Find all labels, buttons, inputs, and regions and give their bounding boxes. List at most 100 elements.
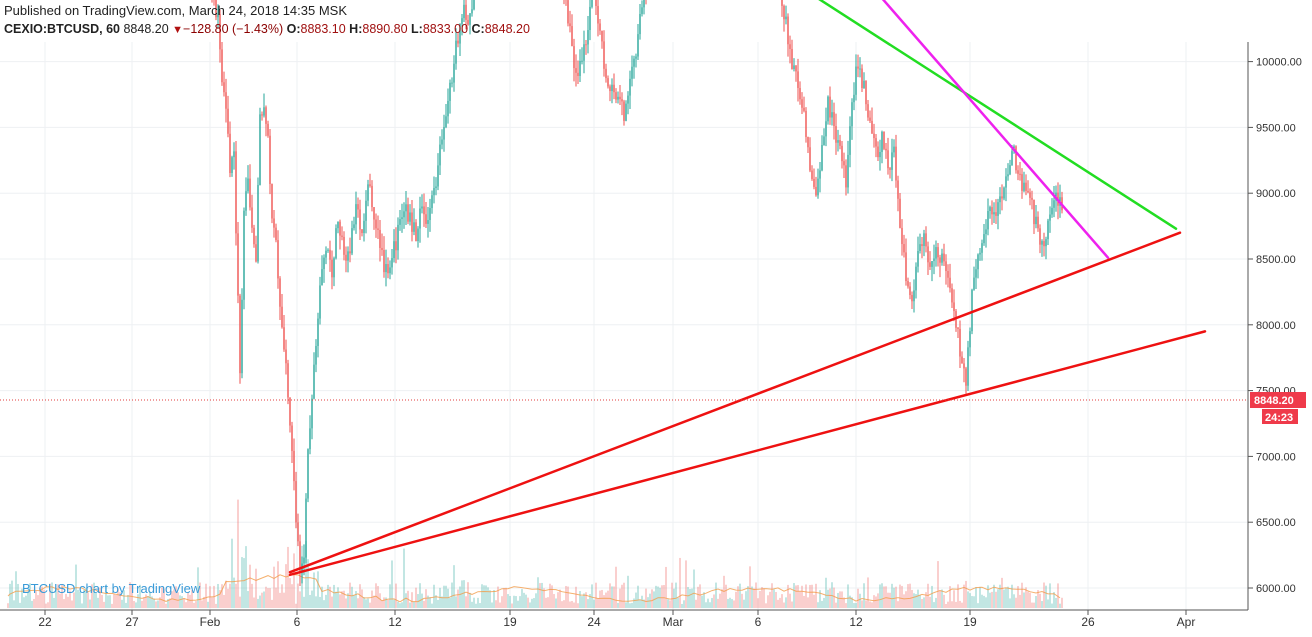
candle-body xyxy=(861,68,863,89)
volume-bar xyxy=(541,582,543,608)
volume-bar xyxy=(55,588,57,608)
candle-body xyxy=(259,114,261,185)
candle-body xyxy=(993,212,995,215)
volume-bar xyxy=(859,593,861,608)
volume-bar xyxy=(995,591,997,608)
candle-body xyxy=(303,557,305,564)
candlesticks xyxy=(211,0,1063,586)
trend-line-red[interactable] xyxy=(288,231,1182,574)
candle-body xyxy=(851,102,853,127)
volume-bar xyxy=(617,602,619,608)
volume-bar xyxy=(775,591,777,608)
volume-bar xyxy=(181,596,183,608)
candle-body xyxy=(985,229,987,235)
volume-bar xyxy=(369,602,371,608)
candle-body xyxy=(949,277,951,289)
volume-bar xyxy=(621,584,623,608)
candle-body xyxy=(1007,174,1009,177)
volume-bar xyxy=(205,583,207,608)
candle-body xyxy=(963,363,965,369)
candle-body xyxy=(933,258,935,262)
candle-body xyxy=(265,107,267,124)
volume-bar xyxy=(269,588,271,608)
candle-body xyxy=(921,244,923,247)
volume-bar xyxy=(719,593,721,608)
volume-bar xyxy=(57,584,59,608)
watermark[interactable]: BTCUSD chart by TradingView xyxy=(22,581,201,596)
volume-bar xyxy=(281,584,283,608)
volume-bar xyxy=(51,582,53,608)
candle-body xyxy=(227,108,229,134)
candle-body xyxy=(353,224,355,229)
volume-bar xyxy=(797,585,799,608)
volume-bar xyxy=(73,592,75,608)
candle-body xyxy=(945,261,947,272)
volume-bar xyxy=(991,591,993,608)
trend-line-red[interactable] xyxy=(288,330,1207,577)
trend-line-green[interactable] xyxy=(0,0,1178,230)
volume-bar xyxy=(523,592,525,608)
volume-bar xyxy=(71,600,73,608)
volume-bar xyxy=(149,591,151,608)
candle-body xyxy=(241,299,243,374)
volume-bar xyxy=(943,594,945,608)
candle-body xyxy=(359,209,361,230)
volume-bar xyxy=(891,583,893,608)
volume-bar xyxy=(599,590,601,608)
volume-bar xyxy=(533,598,535,608)
volume-bar xyxy=(325,594,327,608)
volume-bar xyxy=(89,599,91,608)
volume-bar xyxy=(203,596,205,608)
candle-body xyxy=(349,251,351,254)
candle-body xyxy=(833,112,835,127)
volume-bar xyxy=(861,600,863,608)
volume-bar xyxy=(93,582,95,608)
volume-bar xyxy=(1051,603,1053,608)
volume-bar xyxy=(733,600,735,608)
volume-bar xyxy=(451,582,453,608)
volume-bar xyxy=(319,596,321,608)
candle-body xyxy=(383,249,385,273)
volume-bar xyxy=(17,583,19,608)
candle-body xyxy=(871,120,873,134)
volume-bar xyxy=(811,584,813,608)
candle-body xyxy=(305,498,307,558)
volume-bar xyxy=(139,584,141,608)
candle-body xyxy=(291,425,293,451)
volume-bar xyxy=(805,584,807,608)
candle-body xyxy=(913,290,915,302)
volume-bar xyxy=(761,587,763,608)
candle-body xyxy=(613,84,615,93)
volume-bar xyxy=(109,595,111,608)
volume-bar xyxy=(677,597,679,608)
candle-body xyxy=(1045,239,1047,247)
volume-bar xyxy=(575,586,577,608)
volume-bar xyxy=(747,586,749,608)
symbol[interactable]: CEXIO:BTCUSD, 60 xyxy=(4,22,120,36)
low-label: L: xyxy=(411,22,423,36)
candle-body xyxy=(1053,200,1055,208)
x-tick-label: 19 xyxy=(503,615,517,629)
trend-line-magenta[interactable] xyxy=(740,0,1110,259)
volume-bar xyxy=(869,601,871,608)
volume-bar xyxy=(773,589,775,608)
volume-bar xyxy=(417,594,419,608)
candle-body xyxy=(927,246,929,263)
candle-body xyxy=(829,96,831,118)
volume-bar xyxy=(833,587,835,608)
candle-body xyxy=(909,286,911,296)
volume-bar xyxy=(79,591,81,608)
volume-bar xyxy=(841,591,843,608)
volume-bar xyxy=(935,597,937,608)
volume-bar xyxy=(779,597,781,608)
volume-bar xyxy=(669,600,671,608)
volume-bar xyxy=(385,597,387,608)
volume-bar xyxy=(933,602,935,608)
volume-bar xyxy=(887,592,889,608)
volume-bar xyxy=(105,585,107,608)
candle-body xyxy=(335,228,337,259)
volume-bar xyxy=(45,603,47,608)
candle-body xyxy=(365,200,367,221)
last-price: 8848.20 xyxy=(123,22,169,36)
